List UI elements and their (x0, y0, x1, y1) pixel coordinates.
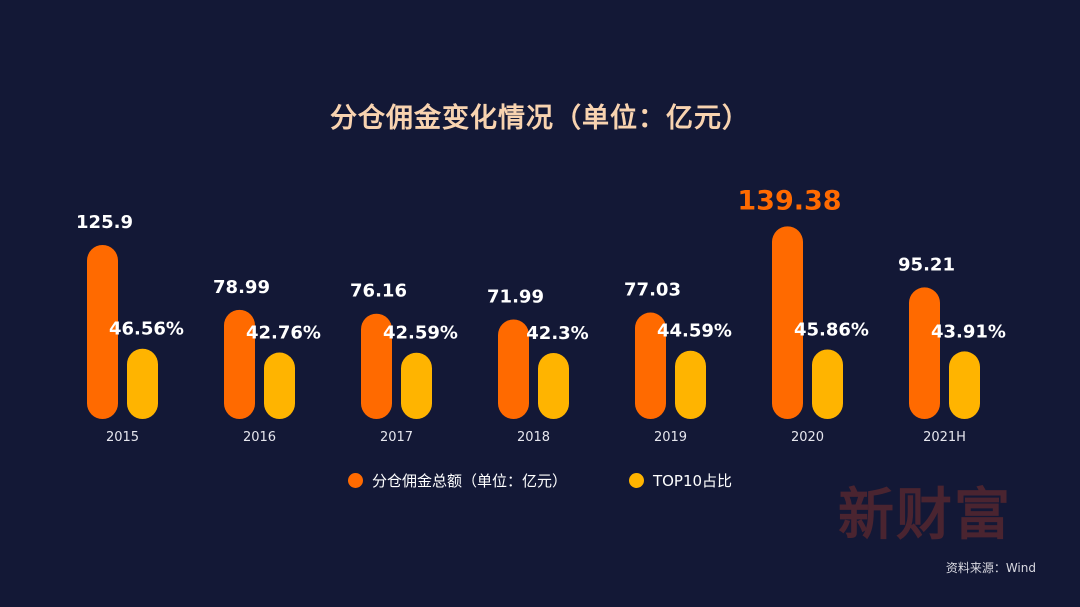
label-commission-2017: 76.16 (350, 281, 407, 302)
label-top10-2018: 42.3% (526, 323, 588, 344)
legend-item-commission: 分仓佣金总额（单位：亿元） (347, 470, 567, 491)
bar-top10-2016 (264, 352, 295, 419)
bar-commission-2021H (909, 287, 940, 419)
bar-top10-2017 (401, 352, 432, 419)
chart-legend: 分仓佣金总额（单位：亿元） TOP10占比 (0, 470, 1080, 491)
legend-label-commission: 分仓佣金总额（单位：亿元） (371, 472, 567, 490)
bar-commission-2018 (498, 319, 529, 419)
label-top10-2015: 46.56% (109, 319, 184, 340)
x-tick-2016: 2016 (243, 430, 276, 445)
label-top10-2019: 44.59% (657, 321, 732, 342)
bar-top10-2019 (675, 350, 706, 419)
x-tick-2020: 2020 (791, 430, 824, 445)
bar-chart: 125.9 46.56% 2015 78.99 42.76% 2016 76.16 42.59… (76, 185, 1006, 445)
x-tick-2019: 2019 (654, 430, 687, 445)
legend-label-top10: TOP10占比 (652, 472, 733, 490)
label-top10-2020: 45.86% (794, 319, 869, 340)
legend-item-top10: TOP10占比 (628, 470, 733, 491)
label-commission-2021H: 95.21 (898, 254, 955, 275)
bar-commission-2016 (224, 309, 255, 419)
chart-title: 分仓佣金变化情况（单位：亿元） (330, 103, 750, 134)
bar-top10-2018 (538, 353, 569, 419)
label-commission-2016: 78.99 (213, 277, 270, 298)
label-top10-2021H: 43.91% (931, 321, 1006, 342)
label-commission-2015: 125.9 (76, 212, 133, 233)
x-tick-2021H: 2021H (923, 430, 966, 445)
x-tick-2015: 2015 (106, 430, 139, 445)
bar-top10-2021H (949, 351, 980, 419)
bar-top10-2020 (812, 349, 843, 419)
x-tick-2017: 2017 (380, 430, 413, 445)
bar-commission-2019 (635, 312, 666, 419)
bar-top10-2015 (127, 348, 158, 419)
x-tick-2018: 2018 (517, 430, 550, 445)
bar-commission-2015 (87, 245, 118, 419)
bar-commission-2017 (361, 313, 392, 419)
label-commission-2019: 77.03 (624, 280, 681, 301)
bar-commission-2020 (772, 226, 803, 419)
watermark-logo: 新财富 (838, 482, 1012, 548)
label-commission-2020: 139.38 (737, 185, 841, 216)
source-note: 资料来源：Wind (945, 561, 1036, 575)
label-top10-2017: 42.59% (383, 323, 458, 344)
legend-swatch-top10 (628, 473, 644, 488)
label-top10-2016: 42.76% (246, 323, 321, 344)
legend-swatch-commission (347, 473, 363, 488)
label-commission-2018: 71.99 (487, 287, 544, 308)
